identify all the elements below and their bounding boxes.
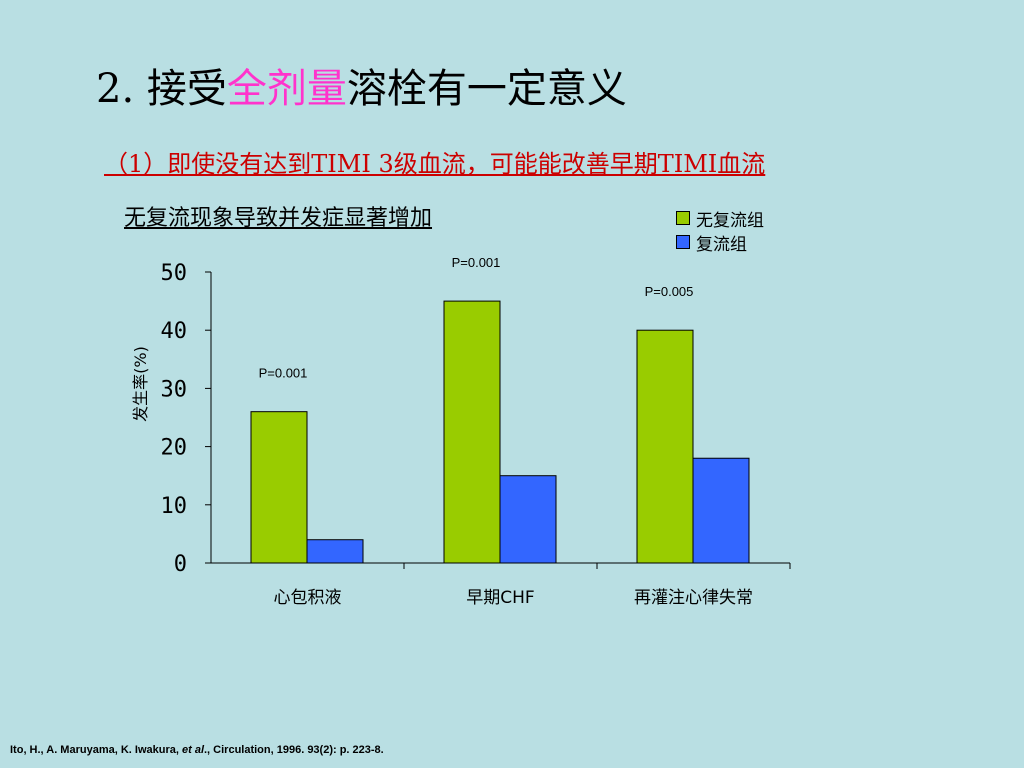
chart-heading: 无复流现象导致并发症显著增加	[124, 206, 433, 231]
bar-no-reflow	[250, 411, 308, 564]
y-tick-label: 0	[174, 552, 187, 577]
slide-subtitle: （1）即使没有达到TIMI 3级血流，可能能改善早期TIMI血流	[104, 150, 766, 178]
bar-reflow	[692, 457, 750, 564]
citation-etal: et al	[181, 744, 204, 756]
legend-label-no-reflow: 无复流组	[696, 210, 764, 231]
bar-reflow	[499, 475, 557, 564]
y-tick-label: 30	[161, 377, 188, 402]
citation-rest: ., Circulation, 1996. 93(2): p. 223-8.	[204, 744, 384, 756]
citation-authors: Ito, H., A. Maruyama, K. Iwakura,	[10, 744, 182, 756]
legend-label-reflow: 复流组	[696, 234, 747, 255]
legend-item-no-reflow: 无复流组	[676, 206, 764, 231]
legend-swatch-no-reflow	[676, 211, 690, 225]
bar-reflow	[306, 539, 364, 564]
p-value-annotation: P=0.001	[452, 255, 501, 270]
y-tick-label: 10	[161, 494, 188, 519]
x-category-label: 再灌注心律失常	[634, 588, 753, 608]
p-value-annotation: P=0.001	[259, 366, 308, 381]
p-value-annotation: P=0.005	[645, 284, 694, 299]
chart-legend: 无复流组 复流组	[676, 206, 764, 255]
bar-no-reflow	[636, 329, 694, 564]
x-category-label: 早期CHF	[466, 588, 534, 608]
slide-title: 2. 接受全剂量溶栓有一定意义	[96, 56, 627, 114]
title-prefix: 2. 接受	[96, 66, 227, 112]
x-category-label: 心包积液	[274, 588, 342, 608]
bar-no-reflow	[443, 300, 501, 564]
y-tick-label: 20	[161, 436, 188, 461]
y-tick-label: 40	[161, 319, 188, 344]
title-suffix: 溶栓有一定意义	[346, 66, 627, 112]
y-axis-label: 发生率(%)	[131, 346, 150, 422]
legend-swatch-reflow	[676, 235, 690, 249]
legend-item-reflow: 复流组	[676, 230, 764, 255]
title-highlight: 全剂量	[226, 66, 347, 112]
y-tick-label: 50	[161, 261, 188, 286]
citation: Ito, H., A. Maruyama, K. Iwakura, et al.…	[10, 744, 384, 756]
